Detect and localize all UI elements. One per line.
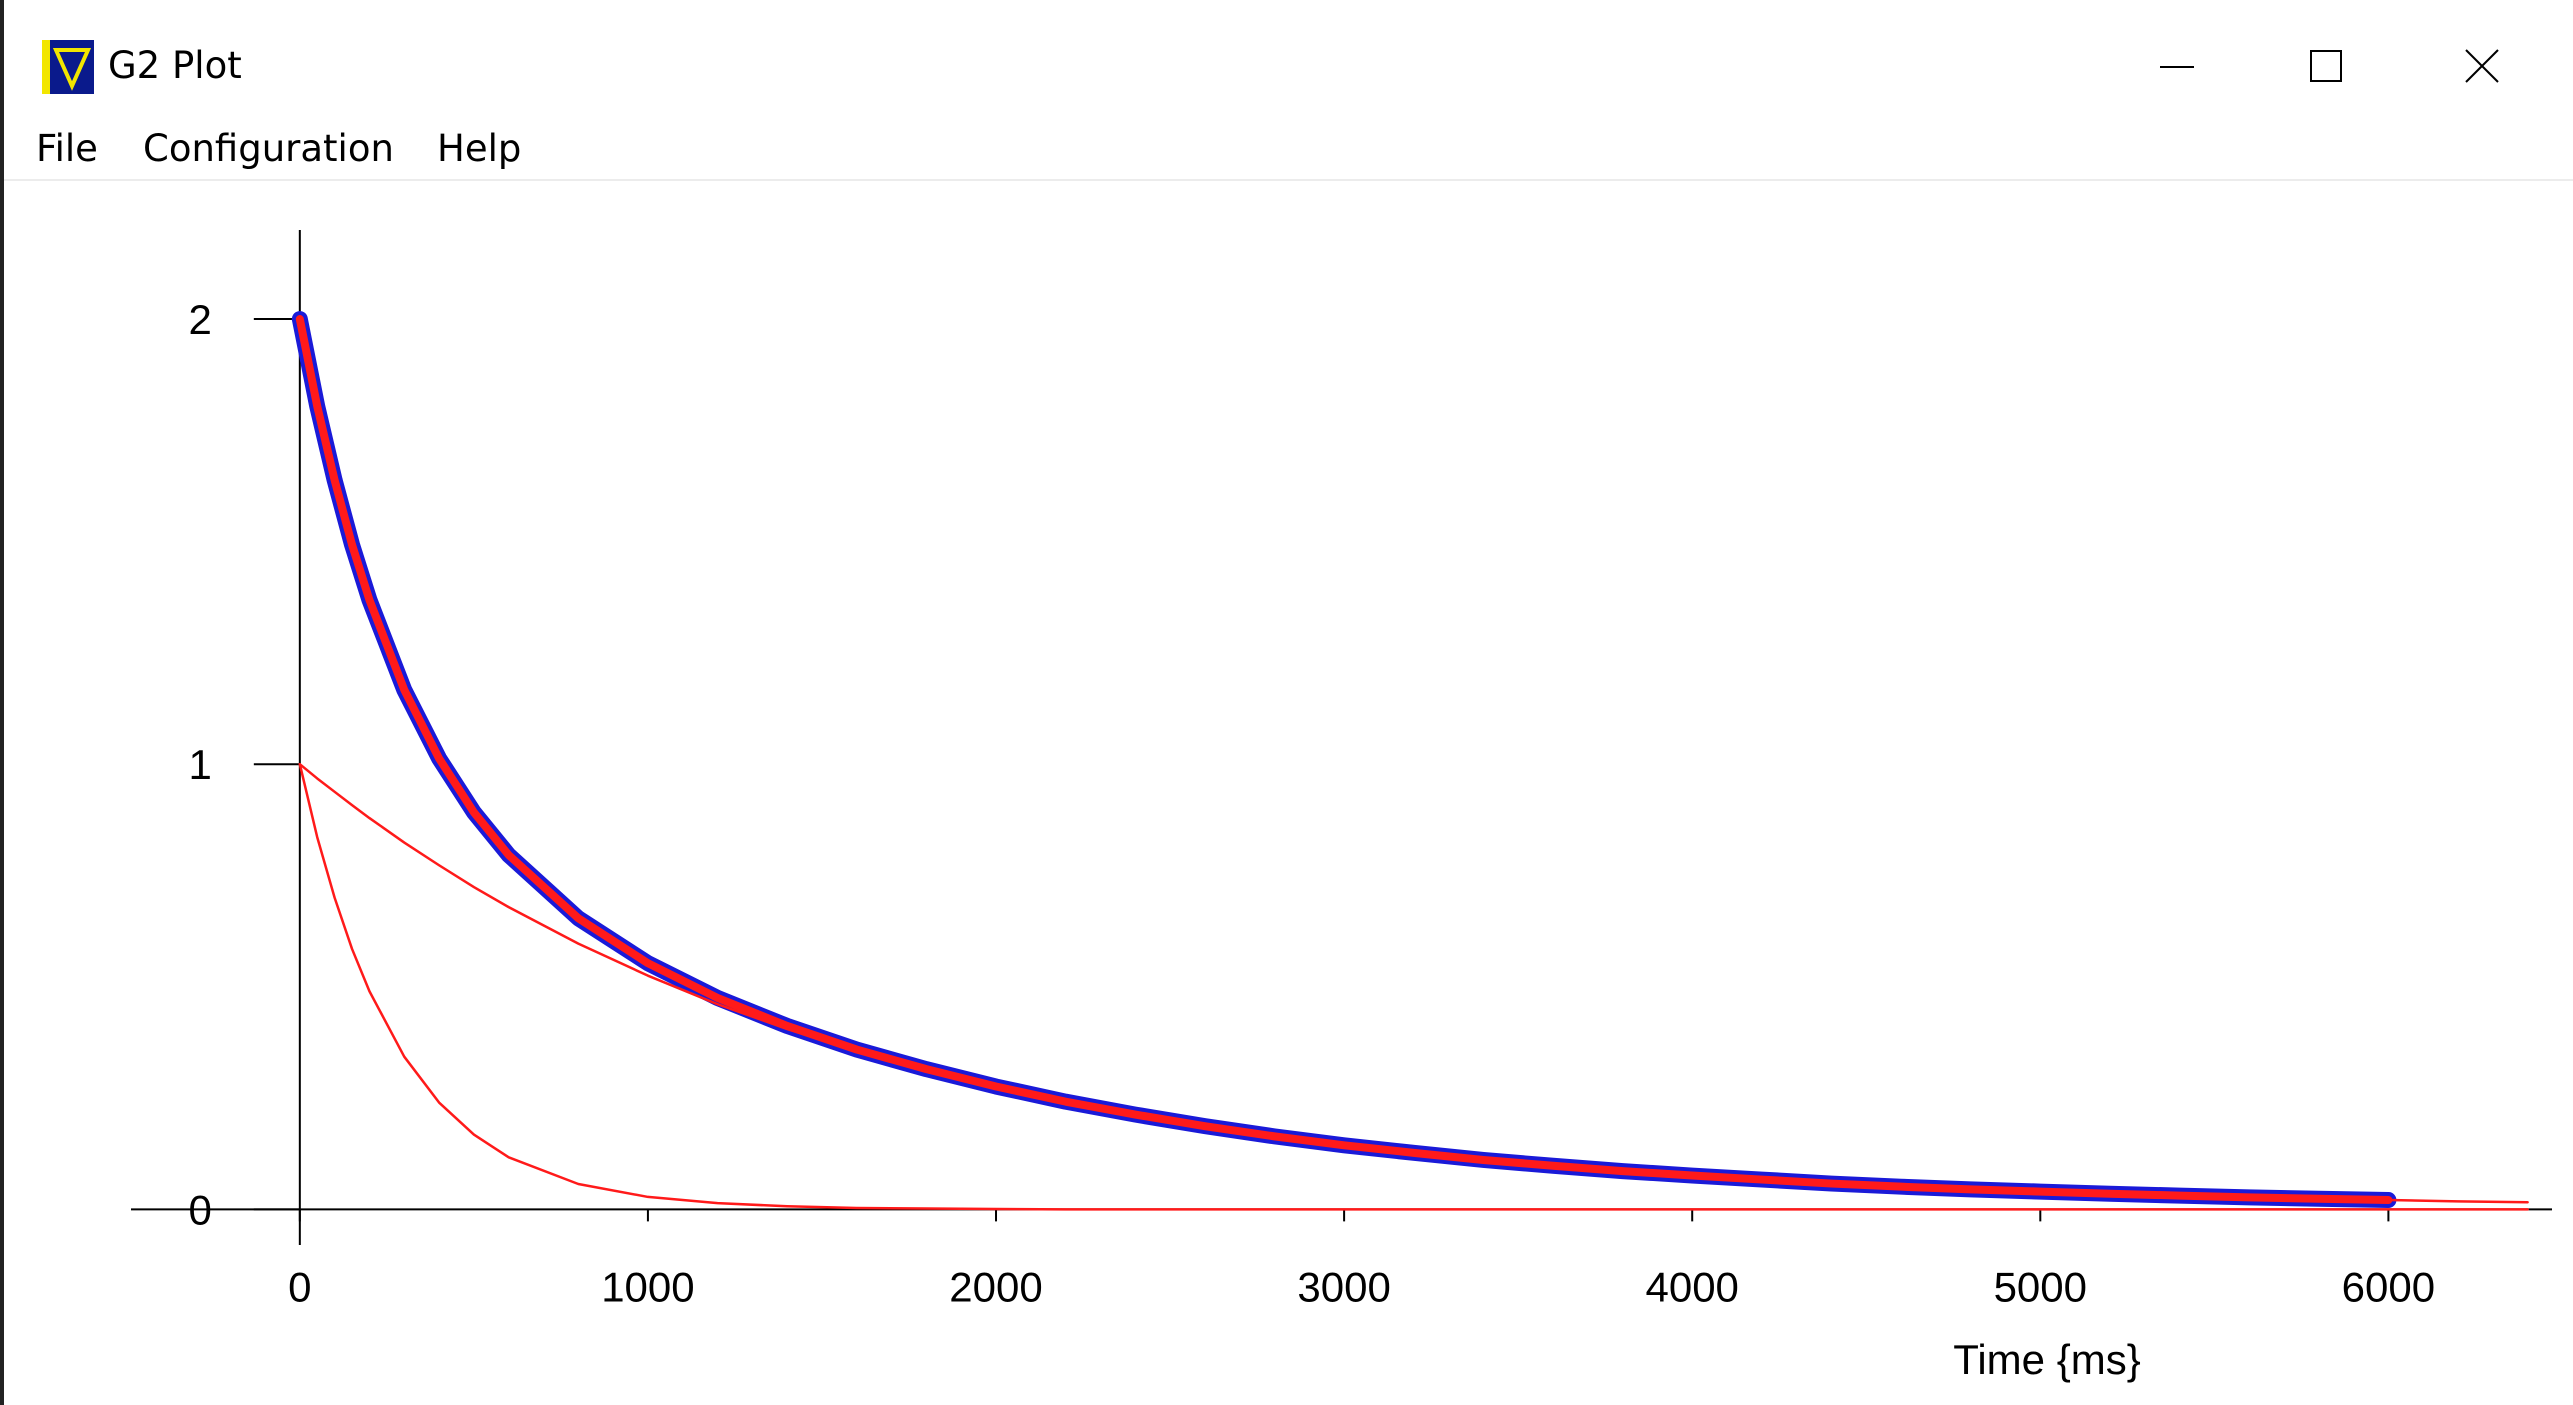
chart: 0 1 2 0 1000 2000 3000 4000 5000 6000 Time {ms}	[131, 230, 2552, 1383]
x-tick-label: 1000	[601, 1263, 694, 1310]
x-tick-label: 3000	[1297, 1263, 1390, 1310]
series-line	[291, 311, 2397, 1209]
x-axis-label: Time {ms}	[1953, 1336, 2140, 1383]
x-tick-label: 4000	[1645, 1263, 1738, 1310]
series-line	[295, 315, 2393, 1205]
x-tick-label: 6000	[2342, 1263, 2435, 1310]
y-tick-label: 1	[188, 741, 211, 788]
window-controls[interactable]	[2144, 40, 2544, 94]
y-tick-label: 0	[188, 1186, 211, 1233]
series-line	[298, 762, 2529, 1204]
app-icon	[42, 40, 94, 94]
y-tick-label: 2	[188, 296, 211, 343]
title-bar: G2 Plot	[4, 0, 2573, 115]
series-line	[298, 762, 2529, 1211]
menu-item[interactable]: Help	[437, 127, 522, 170]
menu-item[interactable]: Configuration	[143, 127, 394, 170]
menu-bar: File Configuration Help	[4, 115, 2573, 181]
x-tick-label: 5000	[1994, 1263, 2087, 1310]
window-title: G2 Plot	[108, 44, 242, 87]
menu-item[interactable]: File	[36, 127, 98, 170]
x-tick-label: 2000	[949, 1263, 1042, 1310]
x-tick-label: 0	[288, 1263, 311, 1310]
